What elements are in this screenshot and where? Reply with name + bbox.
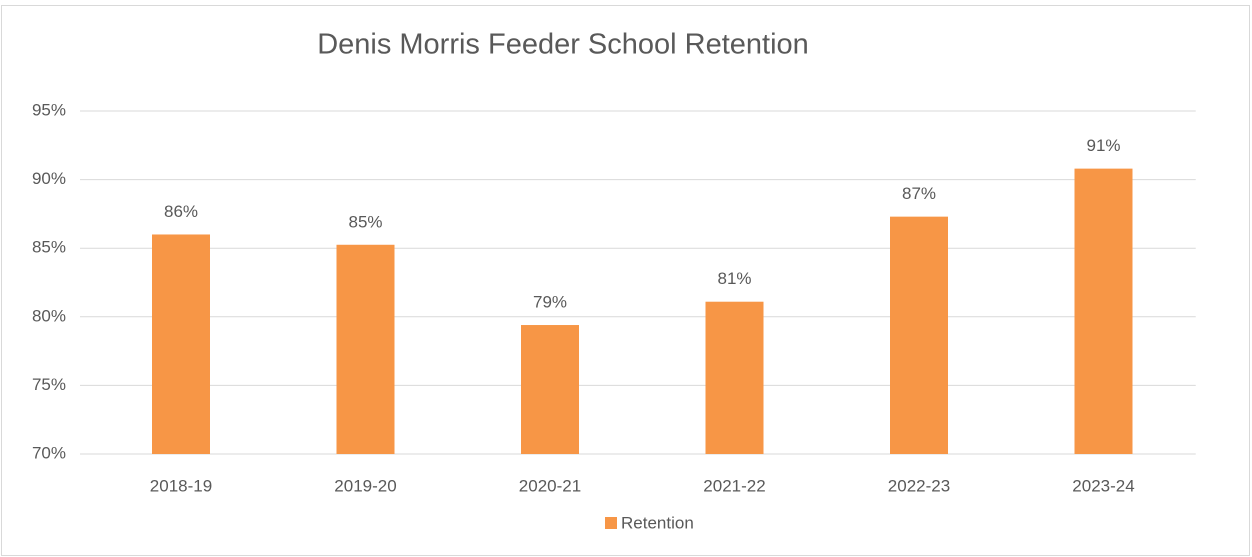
legend-label: Retention: [621, 513, 694, 532]
bar: [152, 234, 210, 454]
y-tick-label: 90%: [32, 169, 66, 188]
data-label: 79%: [533, 293, 567, 312]
bar: [705, 301, 764, 454]
data-label: 81%: [717, 269, 751, 288]
chart-title: Denis Morris Feeder School Retention: [317, 29, 809, 61]
y-tick-label: 70%: [32, 443, 66, 462]
data-label: 91%: [1086, 136, 1120, 155]
x-tick-label: 2020-21: [519, 476, 581, 495]
y-tick-label: 85%: [32, 238, 66, 257]
bar: [1074, 168, 1133, 454]
y-tick-label: 75%: [32, 375, 66, 394]
data-label: 85%: [348, 212, 382, 231]
x-tick-label: 2021-22: [703, 476, 765, 495]
bar: [336, 244, 395, 454]
x-tick-label: 2022-23: [888, 476, 950, 495]
x-tick-label: 2018-19: [150, 476, 212, 495]
y-tick-label: 80%: [32, 306, 66, 325]
bar: [521, 325, 579, 454]
legend-swatch: [605, 517, 617, 529]
data-label: 87%: [902, 184, 936, 203]
y-tick-label: 95%: [32, 100, 66, 119]
bar: [890, 216, 948, 454]
data-label: 86%: [164, 202, 198, 221]
x-tick-label: 2023-24: [1072, 476, 1134, 495]
x-tick-label: 2019-20: [334, 476, 396, 495]
